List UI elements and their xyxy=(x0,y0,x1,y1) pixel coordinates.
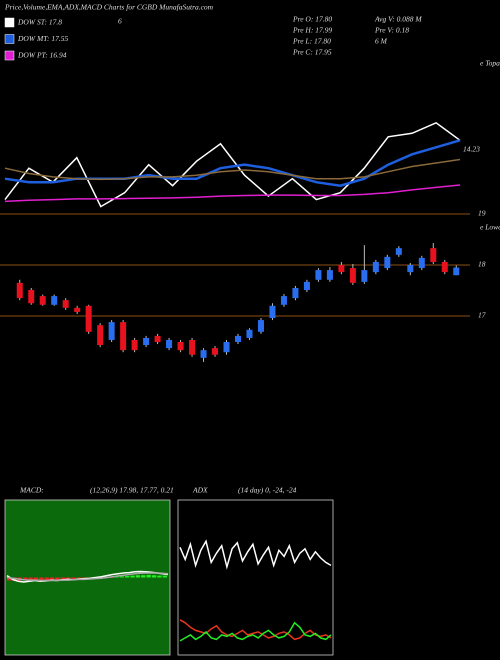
stat: 6 M xyxy=(375,37,388,46)
histogram-bar xyxy=(55,577,60,581)
histogram-bar xyxy=(39,577,44,581)
histogram-bar xyxy=(125,575,130,578)
legend-extra: 6 xyxy=(118,17,122,26)
panel-params: (14 day) 0, -24, -24 xyxy=(238,486,297,495)
histogram-bar xyxy=(141,575,146,578)
candle-body xyxy=(120,322,127,351)
legend-swatch xyxy=(4,34,15,44)
stat: Pre V: 0.18 xyxy=(374,26,409,35)
histogram-bar xyxy=(23,577,28,581)
panel-title: ADX xyxy=(192,486,208,495)
candle-body xyxy=(453,267,460,276)
histogram-bar xyxy=(146,574,151,578)
y-tick-label: 17 xyxy=(478,311,486,320)
candle-body xyxy=(269,305,276,319)
histogram-bar xyxy=(60,577,65,581)
candle-body xyxy=(361,270,368,282)
page-title: Price,Volume,EMA,ADX,MACD Charts for CGB… xyxy=(4,3,214,12)
candle-body xyxy=(16,282,23,299)
panel-params: (12,26,9) 17.98, 17.77, 0.21 xyxy=(90,486,174,495)
histogram-bar xyxy=(49,577,55,580)
candle-body xyxy=(154,335,161,343)
histogram-bar xyxy=(28,577,33,581)
legend-swatch xyxy=(4,50,15,61)
histogram-bar xyxy=(135,575,141,578)
series-line xyxy=(4,121,461,208)
legend-label: DOW ST: 17.8 xyxy=(17,18,62,27)
panel-title: MACD: xyxy=(19,486,44,495)
series-line xyxy=(4,158,461,181)
candle-body xyxy=(177,342,184,351)
annotation: 14.23 xyxy=(463,145,480,154)
candle-body xyxy=(326,270,333,280)
stat: Pre H: 17.99 xyxy=(292,26,332,35)
candle-body xyxy=(166,339,173,349)
candle-body xyxy=(315,270,322,280)
candle-body xyxy=(395,248,402,255)
histogram-bar xyxy=(71,577,76,580)
candle-body xyxy=(292,287,299,299)
histogram-bar xyxy=(162,575,167,578)
edge-label: e Lowes xyxy=(480,223,500,232)
histogram-bar xyxy=(151,575,157,578)
candle-body xyxy=(97,325,104,346)
candle-body xyxy=(246,329,253,338)
histogram-bar xyxy=(130,575,135,578)
stat: Avg V: 0.088 M xyxy=(374,15,422,24)
candle-body xyxy=(200,350,207,358)
candle-body xyxy=(51,296,58,305)
y-tick-label: 18 xyxy=(478,260,486,269)
candle-body xyxy=(372,261,379,273)
candle-body xyxy=(407,265,414,273)
stat: Pre C: 17.95 xyxy=(292,48,332,57)
series-line xyxy=(4,184,461,203)
candle-body xyxy=(338,265,345,273)
candle-body xyxy=(212,348,219,355)
candle-body xyxy=(189,339,196,355)
stat: Pre L: 17.80 xyxy=(292,37,331,46)
candle-body xyxy=(39,296,46,305)
candle-body xyxy=(303,281,310,290)
stat: Pre O: 17.80 xyxy=(292,15,332,24)
candle-body xyxy=(418,257,425,269)
candle-body xyxy=(430,248,437,262)
candle-body xyxy=(62,300,69,308)
candle-body xyxy=(384,256,391,269)
candle-body xyxy=(223,342,230,353)
candle-body xyxy=(131,339,138,351)
candle-body xyxy=(257,320,264,332)
legend-label: DOW PT: 16.94 xyxy=(17,51,67,60)
histogram-bar xyxy=(114,576,119,578)
candle-body xyxy=(28,289,35,304)
legend-swatch xyxy=(4,17,15,28)
y-tick-label: 19 xyxy=(478,209,486,218)
histogram-bar xyxy=(119,576,124,578)
histogram-bar xyxy=(7,577,12,581)
candle-body xyxy=(235,335,241,343)
panel xyxy=(177,499,334,656)
candle-body xyxy=(441,261,448,273)
histogram-bar xyxy=(33,577,39,581)
series-line xyxy=(179,621,332,642)
candle-body xyxy=(349,268,356,283)
candle-body xyxy=(108,322,115,340)
series-line xyxy=(6,572,169,582)
series-line xyxy=(179,539,332,570)
candle-body xyxy=(280,296,287,305)
histogram-bar xyxy=(44,577,49,581)
histogram-bar xyxy=(157,575,162,578)
edge-label: e Topa xyxy=(480,59,500,68)
legend-label: DOW MT: 17.55 xyxy=(17,34,68,43)
candle-body xyxy=(143,337,150,346)
candle-body xyxy=(85,305,92,332)
candle-body xyxy=(74,307,81,312)
